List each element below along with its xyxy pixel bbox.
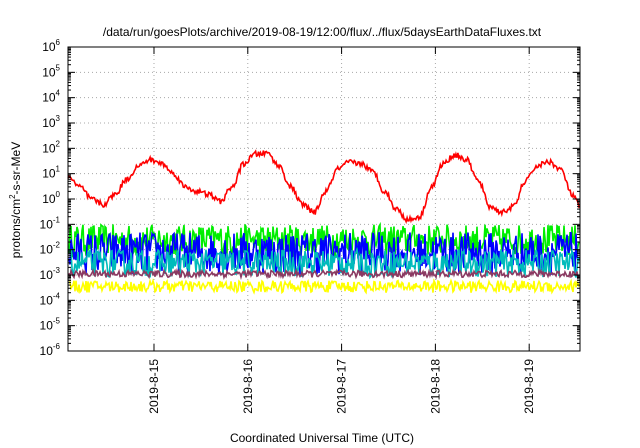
y-tick-label: 103	[42, 114, 60, 130]
y-tick-label: 101	[42, 165, 60, 181]
y-tick-base: 10	[42, 116, 56, 130]
y-tick-exponent: -1	[53, 215, 61, 224]
y-tick-exponent: -6	[53, 342, 61, 351]
y-tick-base: 10	[40, 243, 54, 257]
y-tick-label: 10-5	[40, 317, 61, 333]
x-tick-labels: 2019-8-15 2019-8-16 2019-8-17 2019-8-18 2019…	[147, 359, 536, 414]
y-tick-exponent: 5	[56, 63, 61, 72]
grid-lines	[68, 47, 580, 351]
flux-series-line	[68, 221, 580, 259]
y-tick-exponent: -2	[53, 241, 61, 250]
flux-series-line	[68, 278, 580, 295]
x-tick-label: 2019-8-17	[335, 359, 349, 414]
y-axis-label: protons/cm2-s-sr-MeV	[8, 142, 23, 258]
y-tick-label: 10-1	[40, 215, 61, 231]
y-axis-label-sup: 2	[8, 194, 17, 199]
y-tick-label: 105	[42, 63, 60, 79]
y-axis-label-pre: protons/cm	[9, 199, 23, 258]
x-tick-label: 2019-8-15	[147, 359, 161, 414]
chart-title: /data/run/goesPlots/archive/2019-08-19/1…	[103, 25, 542, 39]
y-tick-base: 10	[40, 293, 54, 307]
x-tick-label: 2019-8-16	[241, 359, 255, 414]
flux-series-line	[68, 267, 580, 281]
y-tick-exponent: -5	[53, 317, 61, 326]
flux-series-line	[67, 149, 581, 225]
y-tick-exponent: 4	[56, 89, 61, 98]
y-tick-exponent: -4	[53, 291, 61, 300]
y-tick-base: 10	[40, 217, 54, 231]
flux-series-line	[68, 247, 580, 280]
y-axis-label-post: -s-sr-MeV	[9, 142, 23, 195]
y-tick-exponent: -3	[53, 266, 61, 275]
y-tick-exponent: 6	[56, 38, 61, 47]
x-tick-label: 2019-8-19	[522, 359, 536, 414]
y-tick-label: 10-4	[40, 291, 61, 307]
y-tick-base: 10	[42, 141, 56, 155]
y-tick-base: 10	[40, 344, 54, 358]
y-tick-label: 10-3	[40, 266, 61, 282]
y-tick-exponent: 3	[56, 114, 61, 123]
y-tick-base: 10	[42, 167, 56, 181]
y-tick-exponent: 2	[56, 139, 61, 148]
y-tick-exponent: 0	[56, 190, 61, 199]
y-tick-base: 10	[42, 192, 56, 206]
y-tick-label: 100	[42, 190, 60, 206]
series-layer	[67, 149, 581, 295]
y-tick-base: 10	[42, 91, 56, 105]
y-tick-base: 10	[42, 40, 56, 54]
y-tick-label: 10-2	[40, 241, 61, 257]
y-tick-label: 106	[42, 38, 60, 54]
y-tick-base: 10	[42, 65, 56, 79]
y-tick-label: 10-6	[40, 342, 61, 358]
y-tick-label: 104	[42, 89, 60, 105]
y-tick-exponent: 1	[56, 165, 61, 174]
y-tick-base: 10	[40, 319, 54, 333]
x-tick-label: 2019-8-18	[428, 359, 442, 414]
tick-marks	[68, 46, 580, 352]
y-tick-base: 10	[40, 268, 54, 282]
x-axis-label: Coordinated Universal Time (UTC)	[230, 431, 414, 445]
y-tick-labels: 10-610-510-410-310-210-11001011021031041…	[40, 38, 61, 358]
y-tick-label: 102	[42, 139, 60, 155]
